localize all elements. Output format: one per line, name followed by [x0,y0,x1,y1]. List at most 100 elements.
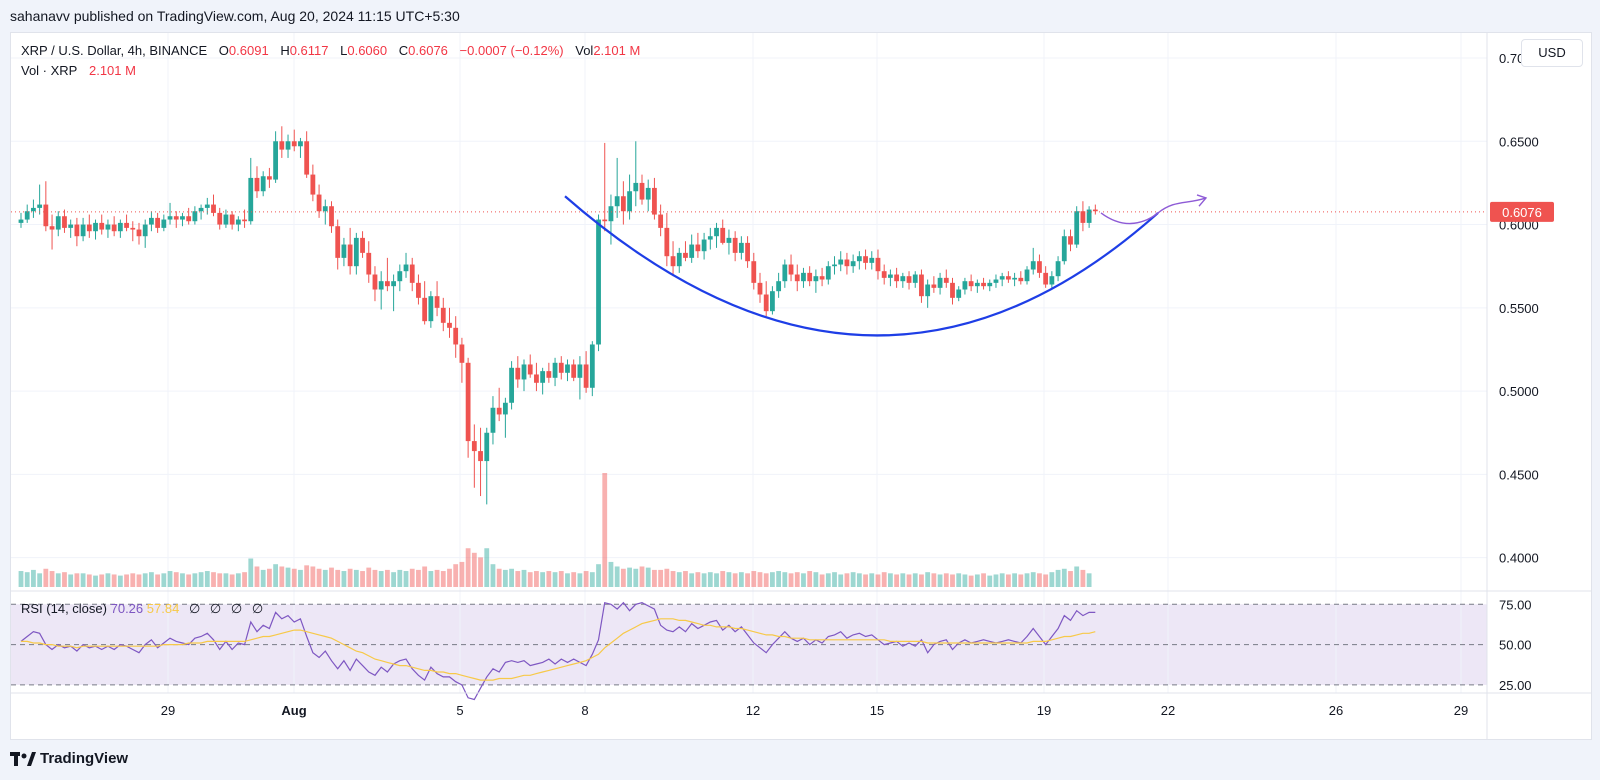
volume-bar [43,568,49,587]
volume-bar [18,571,24,587]
volume-bar [198,572,204,587]
candle-body [1037,261,1042,273]
candle-body [683,252,688,258]
candle-body [596,219,601,345]
volume-bar [701,573,707,587]
candle-body [453,327,459,345]
tradingview-brand: TradingView [40,750,129,767]
rsi-na-2: ∅ [209,601,222,616]
volume-bar [384,569,390,587]
tradingview-logo[interactable]: TradingView [10,750,128,767]
candle-body [571,364,577,378]
time-tick-label: 29 [1454,703,1468,718]
candle-body [844,259,850,267]
candle-body [676,252,682,267]
volume-bar [515,571,521,587]
candle-body [1024,269,1030,282]
candle-body [813,276,819,282]
candle-body [130,227,136,230]
volume-bar [453,564,459,587]
volume-bar [943,573,949,587]
volume-bar [273,564,279,587]
volume-bar [254,566,260,587]
candle-body [720,227,726,243]
candle-body [552,362,558,378]
candle-body [447,322,452,328]
volume-bar [881,572,887,587]
candle-body [664,227,670,257]
volume-bar [316,568,322,587]
volume-bar [310,566,316,587]
chart-canvas[interactable]: 0.70000.65000.60000.55000.50000.45000.40… [11,33,1591,739]
open-label: O [218,43,229,58]
candle-body [111,224,117,232]
volume-indicator-label[interactable]: Vol · XRP [21,63,78,78]
candle-body [471,441,477,452]
volume-bar [161,573,167,587]
candle-body [353,237,359,267]
candle-body [751,261,757,283]
candle-body [745,242,750,262]
rsi-tick-label: 25.00 [1499,678,1532,693]
volume-bar [372,569,378,587]
volume-bar [180,573,185,587]
volume-bar [502,569,508,587]
volume-bar [1055,569,1061,587]
volume-bar [571,572,577,587]
volume-bar [68,574,74,587]
currency-button[interactable]: USD [1521,39,1583,67]
price-tick-label: 0.4000 [1499,551,1539,566]
annotation-layer [11,194,1487,337]
candle-body [521,364,527,380]
candle-body [173,216,179,220]
volume-bar [794,572,800,587]
candle-body [782,264,788,282]
candle-body [192,211,198,222]
volume-bar [1074,566,1080,587]
candle-body [347,244,353,267]
symbol-name[interactable]: XRP / U.S. Dollar, 4h, BINANCE [21,43,208,58]
volume-bar [496,568,502,587]
volume-bar [285,567,291,587]
candle-body [502,402,508,415]
candle-body [49,226,55,230]
candle-body [322,206,328,212]
candle-body [825,266,831,280]
candle-body [18,219,24,223]
candle-body [919,274,924,297]
candle-body [788,264,794,275]
volume-bar [298,569,303,587]
volume-bar [558,571,564,587]
volume-bar [583,571,589,587]
volume-bar [856,573,862,587]
candle-body [384,281,390,287]
candle-body [881,271,887,278]
candle-body [186,216,192,222]
volume-bar [416,569,421,587]
rsi-label[interactable]: RSI (14, close) [21,601,107,616]
time-tick-label: 29 [161,703,175,718]
candle-body [428,296,434,322]
candle-body [80,224,86,237]
volume-bar [993,574,999,587]
chart-frame[interactable]: 0.7000 0.6500 0.6000 0.5500 0.5000 0.4500 0.40… [10,32,1592,740]
volume-bar [1030,572,1036,587]
candle-body [540,371,546,383]
candle-body [459,344,465,363]
volume-bar [260,569,266,587]
volume-bar [155,574,161,587]
time-tick-label: 12 [746,703,760,718]
volume-bar [900,573,906,587]
candle-body [117,222,123,232]
candle-body [465,362,471,442]
rsi-ma-line [21,618,1096,681]
candle-body [229,214,235,225]
rsi-layer [11,601,1487,701]
volume-bar [521,569,527,587]
candle-body [1092,209,1098,212]
time-tick-label: 22 [1161,703,1175,718]
volume-bar [149,572,154,587]
volume-bar [695,572,701,587]
candle-body [912,274,918,283]
candle-body [999,276,1005,280]
